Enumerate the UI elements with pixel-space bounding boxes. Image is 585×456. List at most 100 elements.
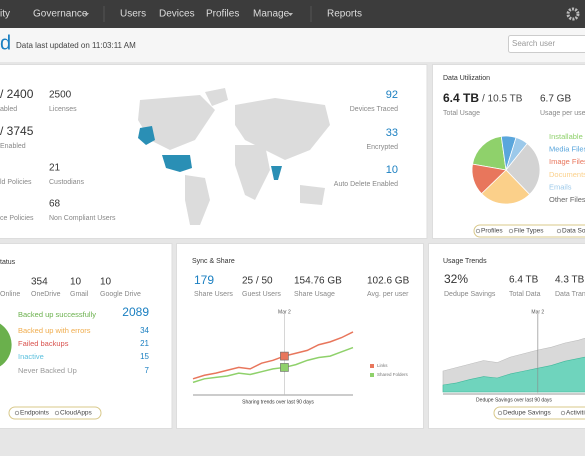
legend-item[interactable]: Documents <box>549 170 585 179</box>
stat-value: 6.4 TB <box>509 275 539 286</box>
status-label: Backed up with errors <box>18 326 91 335</box>
page-title: d <box>0 32 11 54</box>
stat-label: Usage per user <box>540 110 585 117</box>
legend-item[interactable]: Installable <box>549 132 583 141</box>
nav-item[interactable]: Users <box>120 9 146 20</box>
point-marker <box>280 363 289 372</box>
legend-item[interactable]: Media Files <box>549 145 585 154</box>
stat-value: 32% <box>444 272 468 286</box>
tab[interactable]: Endpoints <box>20 410 50 417</box>
last-updated: Data last updated on 11:03:11 AM <box>16 41 136 50</box>
stat-value: / 2400 <box>0 87 34 101</box>
stat-label: Online <box>0 291 20 298</box>
stat-label: Share Users <box>194 291 233 298</box>
marker-label: Mar 2 <box>531 309 544 315</box>
stat-value: 4.3 TB <box>555 275 585 286</box>
search-placeholder: Search user <box>512 39 555 48</box>
legend-item: Shared Folders <box>377 372 409 377</box>
world-map <box>138 88 330 225</box>
status-value: 7 <box>145 366 150 375</box>
stat-label: abled <box>0 106 17 113</box>
nav-item[interactable]: Profiles <box>206 9 239 20</box>
point-marker <box>280 351 289 361</box>
status-value: 15 <box>140 352 149 361</box>
pie-slice <box>480 169 531 205</box>
stat-value: / 3745 <box>0 124 34 138</box>
stat-label: Enabled <box>0 143 26 150</box>
status-label: Inactive <box>18 352 44 361</box>
tab[interactable]: Profiles <box>481 228 503 235</box>
legend-swatch <box>370 373 374 377</box>
stat-label: Data Transfer <box>555 291 585 298</box>
panel-sync-share <box>176 243 424 429</box>
stat-value: 6.4 TB <box>443 91 479 105</box>
nav-item[interactable]: ity <box>0 9 10 20</box>
stat-label: Custodians <box>49 179 85 186</box>
stat-value: 33 <box>386 127 398 139</box>
marker-label: Mar 2 <box>278 309 291 315</box>
panel-title: tatus <box>0 259 16 266</box>
line-series <box>192 331 354 380</box>
tab-icon <box>54 410 60 416</box>
nav-bar <box>0 0 585 28</box>
legend-item: Links <box>377 363 388 368</box>
dropdown-caret <box>84 13 89 16</box>
pie-slice <box>472 135 507 171</box>
tab-icon <box>560 410 566 416</box>
legend-item[interactable]: Emails <box>549 182 572 191</box>
stat-label: Total Usage <box>443 110 480 117</box>
legend-swatch <box>370 364 374 368</box>
stat-value: 25 / 50 <box>242 276 273 287</box>
tab[interactable]: Data Sou <box>562 228 585 235</box>
status-value: 21 <box>140 339 149 348</box>
nav-item[interactable]: Devices <box>159 9 195 20</box>
stat-value: 102.6 GB <box>367 276 410 287</box>
stat-label: Avg. per user <box>367 291 409 298</box>
tab[interactable]: Activities <box>566 410 585 417</box>
stat-label: Encrypted <box>366 144 398 151</box>
stat-value: 92 <box>386 89 398 101</box>
nav-item[interactable]: Manage <box>253 9 290 20</box>
pie-slice <box>505 142 541 196</box>
tab-icon <box>508 228 514 234</box>
stat-value: 21 <box>49 163 61 174</box>
stat-label: Guest Users <box>242 291 281 298</box>
status-label: Backed up successfully <box>18 310 96 319</box>
panel-status <box>0 243 173 429</box>
tab[interactable]: File Types <box>514 228 544 235</box>
chart-caption: Dedupe Savings over last 90 days <box>476 397 552 403</box>
donut-segment <box>0 322 13 368</box>
line-series <box>192 346 354 384</box>
tab[interactable]: Dedupe Savings <box>503 410 551 417</box>
stat-value: / 10.5 TB <box>482 94 523 105</box>
sub-header <box>0 28 585 62</box>
stat-label: Gmail <box>70 291 89 298</box>
nav-item[interactable]: Governance <box>33 9 88 20</box>
stat-label: Share Usage <box>294 291 335 298</box>
stat-label: Google Drive <box>100 291 141 298</box>
stat-label: Devices Traced <box>350 106 398 113</box>
search-box[interactable] <box>508 35 585 53</box>
status-label: Never Backed Up <box>18 366 77 375</box>
stat-label: Non Compliant Users <box>49 215 116 222</box>
settings-icon[interactable] <box>566 7 580 21</box>
stat-value: 179 <box>194 273 214 287</box>
tab-icon <box>14 410 20 416</box>
status-value: 2089 <box>122 305 149 319</box>
stat-label: OneDrive <box>31 291 61 298</box>
nav-item[interactable]: Reports <box>327 9 362 20</box>
tab-icon <box>556 228 562 234</box>
stat-value: 154.76 GB <box>294 276 342 287</box>
stat-label: Dedupe Savings <box>444 291 496 298</box>
dropdown-caret <box>288 13 293 16</box>
tab[interactable]: CloudApps <box>60 410 93 417</box>
legend-item[interactable]: Image Files <box>549 157 585 166</box>
tab-group <box>493 406 585 420</box>
pie-slice <box>471 163 507 195</box>
legend-item[interactable]: Other Files <box>549 195 585 204</box>
tab-group <box>473 224 585 238</box>
stat-value: 68 <box>49 199 61 210</box>
panel-title: Sync & Share <box>192 258 235 265</box>
